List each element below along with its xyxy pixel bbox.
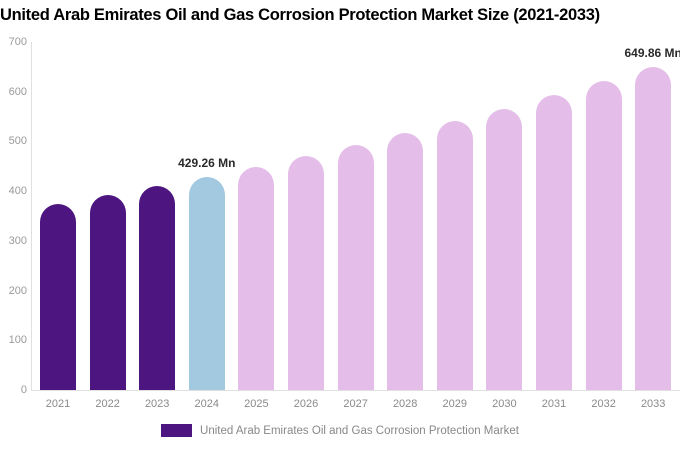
x-tick-2027: 2027	[343, 398, 368, 410]
y-tick-600: 600	[8, 85, 27, 98]
legend-label: United Arab Emirates Oil and Gas Corrosi…	[200, 424, 519, 437]
bar-2025	[238, 166, 275, 390]
x-tick-2032: 2032	[591, 398, 616, 410]
x-axis-line	[31, 390, 680, 391]
bar-2021	[40, 204, 76, 390]
x-tick-2033: 2033	[640, 398, 666, 410]
legend-swatch	[161, 424, 193, 437]
y-tick-700: 700	[8, 36, 27, 48]
x-tick-2023: 2023	[144, 398, 170, 410]
bar-2024	[188, 176, 225, 390]
x-tick-2022: 2022	[95, 398, 120, 410]
bar-2022	[89, 195, 126, 390]
bar-2027	[337, 144, 374, 390]
bar-2029	[436, 121, 473, 390]
legend: United Arab Emirates Oil and Gas Corrosi…	[0, 424, 680, 437]
bar-2023	[139, 186, 176, 390]
x-tick-2025: 2025	[244, 398, 269, 410]
bar-2028	[387, 133, 424, 390]
x-tick-2029: 2029	[442, 398, 468, 410]
x-tick-2028: 2028	[392, 398, 418, 410]
bar-2026	[288, 155, 324, 390]
bar-2031	[536, 95, 572, 390]
bar-2032	[585, 81, 622, 390]
x-tick-2021: 2021	[45, 398, 71, 410]
bar-2030	[486, 108, 523, 390]
x-tick-2024: 2024	[194, 398, 220, 410]
value-label-2024: 429.26 Mn	[178, 155, 236, 170]
y-tick-500: 500	[8, 135, 27, 148]
x-tick-2030: 2030	[492, 398, 517, 410]
y-tick-300: 300	[8, 234, 27, 247]
y-tick-0: 0	[20, 384, 27, 396]
y-tick-400: 400	[8, 185, 27, 198]
y-axis-line	[31, 42, 32, 390]
x-tick-2026: 2026	[293, 398, 319, 410]
chart-title: United Arab Emirates Oil and Gas Corrosi…	[0, 6, 600, 24]
value-label-2033: 649.86 Mn	[624, 45, 680, 60]
x-tick-2031: 2031	[541, 398, 567, 410]
y-tick-100: 100	[8, 334, 27, 347]
bar-2033	[635, 66, 672, 390]
y-tick-200: 200	[8, 284, 27, 297]
